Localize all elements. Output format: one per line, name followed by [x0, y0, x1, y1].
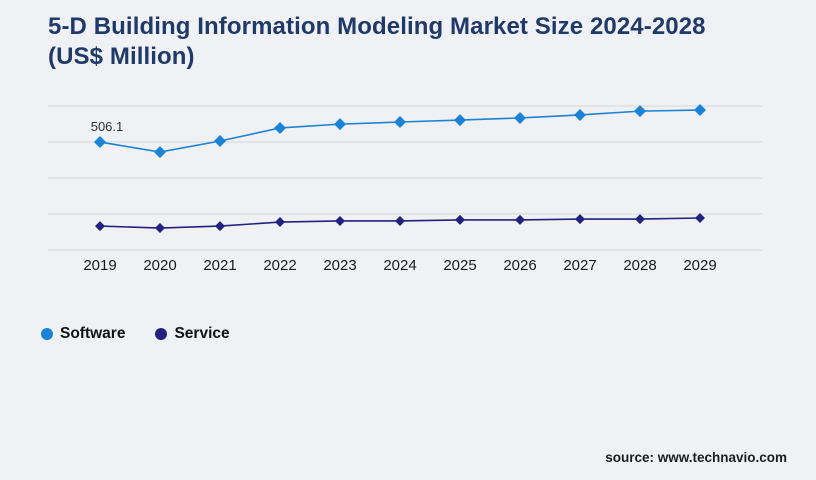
- software-data-point-2022: [274, 121, 286, 134]
- x-axis-label-2022: 2022: [263, 257, 296, 274]
- software-data-point-2024: [394, 116, 406, 128]
- service-data-point-2026: [515, 214, 525, 225]
- service-data-point-2023: [335, 215, 345, 226]
- x-axis-label-2019: 2019: [83, 257, 116, 274]
- software-data-point-2019: [94, 136, 106, 149]
- x-axis-label-2028: 2028: [623, 257, 656, 274]
- software-legend-dot-icon: [41, 328, 53, 340]
- data-label-2019: 506.1: [91, 119, 124, 134]
- software-data-point-2027: [574, 108, 586, 121]
- software-data-point-2029: [694, 104, 706, 117]
- software-data-point-2028: [634, 105, 646, 118]
- chart-title: 5-D Building Information Modeling Market…: [48, 13, 706, 70]
- software-data-point-2020: [154, 146, 166, 159]
- legend-label-service: Service: [174, 325, 230, 342]
- x-axis-label-2029: 2029: [683, 257, 716, 274]
- service-legend-dot-icon: [155, 328, 168, 340]
- x-axis-label-2027: 2027: [563, 257, 596, 274]
- legend-item-software: Software: [41, 325, 125, 343]
- x-axis-label-2020: 2020: [143, 257, 176, 274]
- service-data-point-2020: [155, 223, 165, 234]
- chart-legend: Software Service: [41, 325, 230, 343]
- service-data-point-2019: [95, 221, 105, 232]
- service-data-point-2028: [635, 214, 645, 225]
- software-data-point-2025: [454, 114, 466, 127]
- x-axis-label-2024: 2024: [383, 257, 416, 274]
- x-axis-label-2023: 2023: [323, 257, 356, 274]
- software-data-point-2026: [514, 111, 526, 124]
- legend-label-software: Software: [60, 325, 126, 342]
- service-data-point-2029: [695, 213, 705, 223]
- service-data-point-2024: [395, 215, 405, 226]
- x-axis-label-2026: 2026: [503, 257, 536, 274]
- source-attribution: source: www.technavio.com: [605, 450, 787, 465]
- software-data-point-2021: [214, 134, 226, 147]
- service-data-point-2022: [275, 217, 285, 228]
- service-data-point-2021: [215, 221, 225, 232]
- software-data-point-2023: [334, 118, 346, 131]
- legend-item-service: Service: [155, 325, 230, 343]
- service-data-point-2025: [455, 214, 465, 225]
- x-axis-label-2025: 2025: [443, 257, 476, 274]
- x-axis-label-2021: 2021: [203, 257, 236, 274]
- service-data-point-2027: [575, 214, 585, 225]
